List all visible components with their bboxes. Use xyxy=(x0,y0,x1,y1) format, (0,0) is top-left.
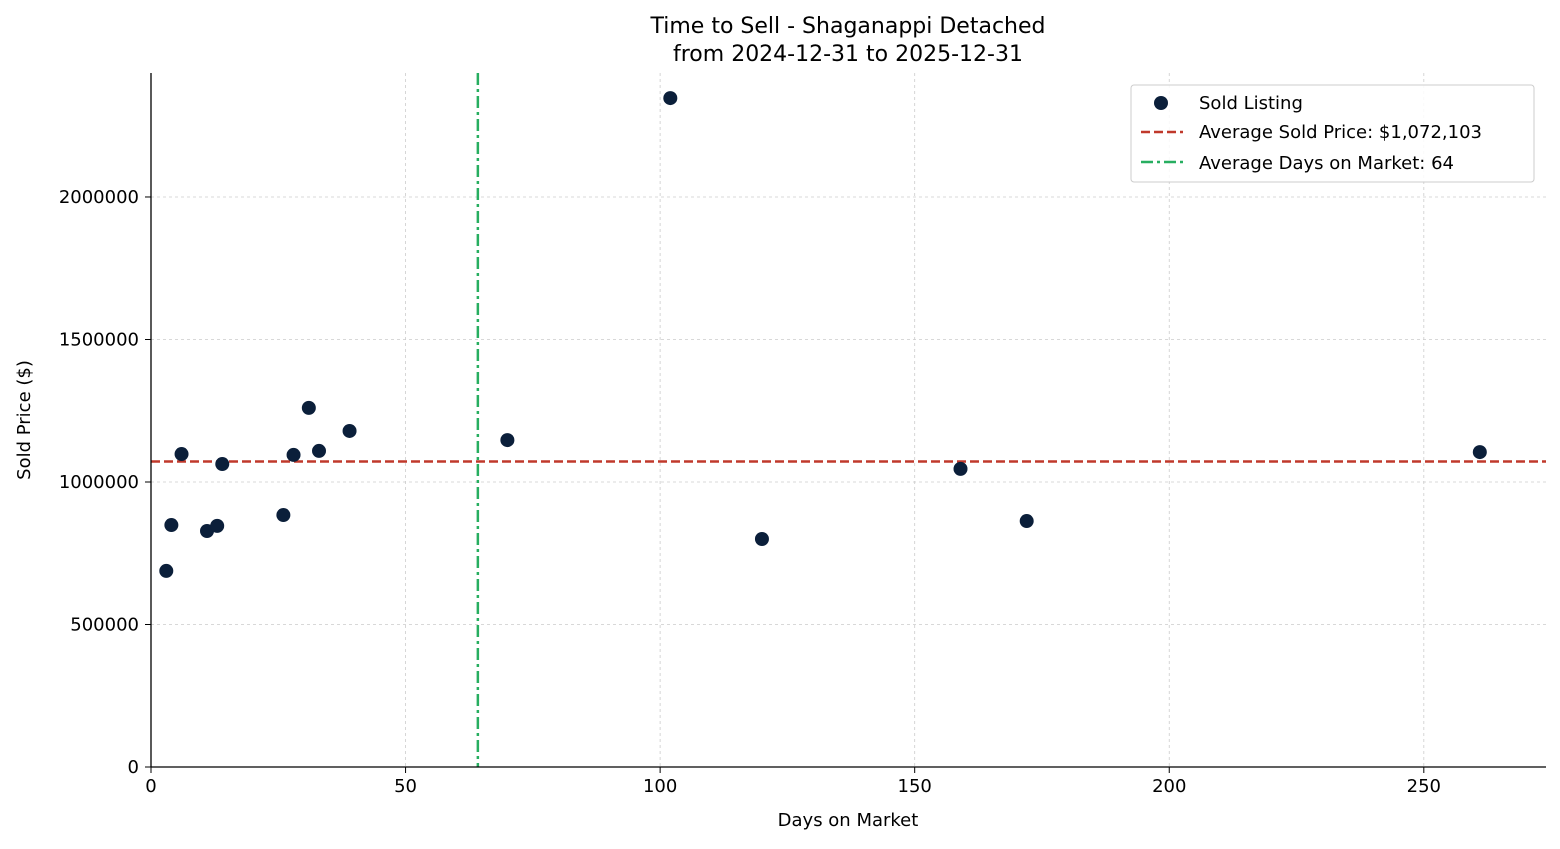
y-ticks: 0 500000 1000000 1500000 2000000 xyxy=(59,187,151,778)
data-points xyxy=(159,91,1487,578)
data-point xyxy=(1019,514,1034,529)
data-point xyxy=(215,457,230,472)
data-point xyxy=(312,443,327,458)
chart-subtitle: from 2024-12-31 to 2025-12-31 xyxy=(673,42,1023,67)
data-point xyxy=(210,518,225,533)
data-point xyxy=(663,91,678,106)
y-tick-label: 1500000 xyxy=(59,329,139,350)
data-point xyxy=(174,447,189,462)
legend-label-sold: Sold Listing xyxy=(1199,93,1303,114)
legend-label-avg-price: Average Sold Price: $1,072,103 xyxy=(1199,122,1482,143)
chart-title: Time to Sell - Shaganappi Detached xyxy=(650,14,1046,39)
x-tick-label: 200 xyxy=(1152,776,1186,797)
data-point xyxy=(500,433,515,448)
legend: Sold Listing Average Sold Price: $1,072,… xyxy=(1130,84,1535,183)
data-point xyxy=(1472,445,1487,460)
y-tick-label: 2000000 xyxy=(59,187,139,208)
data-point xyxy=(276,508,291,523)
x-ticks: 0 50 100 150 200 250 xyxy=(145,767,1441,797)
legend-marker-sold xyxy=(1154,96,1168,110)
grid xyxy=(151,73,1546,767)
x-axis-label: Days on Market xyxy=(778,810,919,831)
x-tick-label: 250 xyxy=(1407,776,1441,797)
x-tick-label: 0 xyxy=(145,776,156,797)
y-axis-label: Sold Price ($) xyxy=(14,360,35,480)
x-tick-label: 100 xyxy=(643,776,677,797)
y-tick-label: 500000 xyxy=(70,614,139,635)
legend-box xyxy=(1130,84,1535,183)
data-point xyxy=(301,400,316,415)
legend-label-avg-days: Average Days on Market: 64 xyxy=(1199,153,1454,174)
data-point xyxy=(342,423,357,438)
y-tick-label: 0 xyxy=(128,757,139,778)
data-point xyxy=(953,461,968,476)
x-tick-label: 150 xyxy=(898,776,932,797)
y-tick-label: 1000000 xyxy=(59,472,139,493)
reference-lines xyxy=(151,73,1546,767)
x-tick-label: 50 xyxy=(394,776,417,797)
data-point xyxy=(754,531,769,546)
data-point xyxy=(286,447,301,462)
data-point xyxy=(164,518,179,533)
data-point xyxy=(159,563,174,578)
